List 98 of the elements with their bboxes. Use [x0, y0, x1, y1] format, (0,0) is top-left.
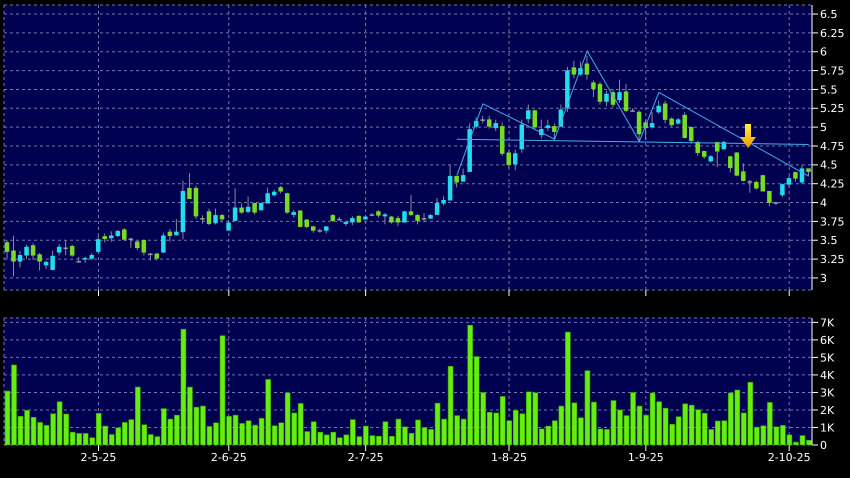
candlestick — [252, 202, 257, 216]
y-tick-label: 3.5 — [820, 234, 838, 248]
candlestick — [161, 232, 166, 254]
candlestick — [102, 232, 107, 243]
candlestick — [135, 240, 140, 251]
candlestick — [650, 112, 654, 130]
candlestick — [486, 115, 492, 130]
candlestick — [265, 186, 270, 204]
candlestick — [695, 140, 700, 156]
candlestick — [682, 112, 687, 139]
candlestick — [741, 162, 746, 182]
candlestick — [128, 237, 134, 248]
candlestick — [415, 213, 420, 225]
candlestick — [174, 218, 179, 236]
candlestick — [142, 238, 146, 256]
candlestick — [213, 208, 218, 225]
candlestick — [402, 210, 407, 224]
y-tick-label: 4.5 — [820, 158, 838, 172]
y-tick-label: 6.5 — [820, 8, 838, 21]
y-tick-label: 4.25 — [820, 178, 844, 191]
y-tick-label: 4.75 — [820, 140, 844, 153]
x-tick-label: 1-9-25 — [628, 450, 664, 464]
candlestick — [526, 104, 531, 124]
candlestick — [96, 235, 100, 254]
x-tick-label: 2-6-25 — [210, 450, 247, 464]
candlestick — [734, 152, 740, 177]
y-tick-label: 5K — [820, 351, 835, 364]
candlestick — [298, 210, 302, 228]
candlestick — [688, 126, 694, 144]
x-tick-label: 1-8-25 — [491, 450, 527, 464]
candlestick — [636, 110, 642, 143]
y-tick-label: 5 — [820, 121, 827, 134]
candlestick — [63, 240, 68, 256]
y-tick-label: 3 — [820, 272, 827, 285]
candlestick — [382, 212, 388, 225]
candlestick — [754, 180, 759, 190]
y-tick-label: 3.25 — [820, 252, 844, 266]
candlestick — [408, 194, 414, 217]
candlestick — [552, 122, 557, 140]
candlestick — [206, 208, 212, 226]
y-tick-label: 1K — [820, 421, 835, 434]
candlestick — [748, 179, 752, 194]
candlestick — [786, 176, 792, 188]
x-tick-label: 2-10-25 — [768, 450, 811, 464]
candlestick — [304, 218, 309, 229]
candlestick — [767, 190, 772, 207]
candlestick — [168, 228, 172, 242]
candlestick — [662, 100, 668, 124]
candlestick — [800, 164, 804, 184]
candlestick — [793, 171, 798, 182]
candlestick — [441, 195, 446, 206]
x-tick-label: 2-5-25 — [80, 450, 116, 464]
candlestick — [532, 109, 538, 130]
candlestick — [109, 230, 114, 242]
candlestick — [506, 150, 511, 168]
candlestick — [546, 119, 550, 132]
candlestick — [656, 100, 661, 114]
candlestick — [760, 174, 766, 192]
candlestick — [284, 192, 290, 214]
x-tick-label: 2-7-25 — [348, 450, 384, 464]
y-tick-label: 5.75 — [820, 64, 844, 78]
y-tick-label: 6.25 — [820, 26, 844, 40]
candlestick — [56, 244, 62, 256]
candlestick — [624, 84, 628, 113]
candlestick — [122, 228, 127, 242]
candlestick — [604, 90, 609, 107]
y-tick-label: 2K — [820, 404, 835, 417]
candlestick — [30, 242, 36, 260]
y-tick-label: 4 — [820, 196, 827, 210]
y-tick-label: 6K — [820, 334, 835, 347]
y-tick-label: 4K — [820, 368, 835, 382]
candlestick — [239, 202, 244, 214]
candlestick — [70, 244, 74, 258]
y-tick-label: 3.75 — [820, 215, 844, 228]
candlestick — [50, 250, 55, 271]
candlestick — [780, 183, 785, 198]
candlestick — [584, 55, 590, 80]
y-tick-label: 7K — [820, 316, 835, 330]
candlestick — [669, 116, 674, 128]
y-tick-label: 5.5 — [820, 83, 838, 96]
candlestick — [454, 176, 459, 188]
candlestick — [617, 79, 622, 104]
candlestick — [226, 219, 231, 231]
y-tick-label: 3K — [820, 386, 835, 400]
candlestick — [728, 155, 733, 173]
candlestick — [350, 216, 355, 226]
y-tick-label: 6 — [820, 46, 827, 59]
candlestick — [460, 168, 466, 182]
candlestick — [232, 188, 238, 222]
candlestick — [37, 252, 42, 271]
candlestick — [513, 149, 518, 171]
candlestick — [572, 60, 576, 79]
y-tick-label: 0 — [820, 438, 827, 452]
candlestick — [434, 198, 440, 216]
candlestick — [246, 196, 250, 214]
candlestick — [493, 119, 498, 132]
candlestick — [422, 212, 426, 223]
y-tick-label: 5.25 — [820, 102, 844, 116]
